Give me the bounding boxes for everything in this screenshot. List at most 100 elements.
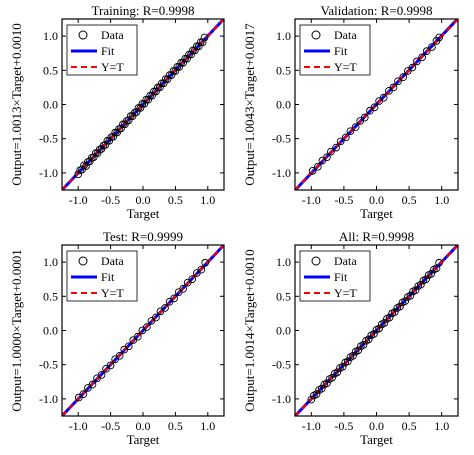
data-point [192, 42, 201, 51]
x-tick-label: 1.0 [200, 419, 215, 433]
data-point [390, 308, 399, 316]
y-tick-label: 1.0 [276, 29, 291, 43]
data-point [167, 71, 176, 79]
y-tick-label: -0.5 [39, 358, 58, 372]
data-point [197, 265, 206, 274]
x-axis-label: Target [360, 206, 393, 221]
data-point [140, 99, 149, 108]
y-tick-label: 0.0 [43, 98, 58, 112]
data-point [133, 332, 142, 341]
data-point [428, 43, 436, 51]
data-point [370, 103, 379, 112]
data-point [422, 275, 430, 284]
data-point [154, 83, 162, 92]
y-tick-label: 0.5 [276, 63, 291, 77]
y-tick-label: -1.0 [272, 392, 291, 406]
data-point [165, 71, 174, 79]
data-point [117, 124, 125, 133]
x-tick-label: 0.5 [402, 193, 417, 207]
data-point [333, 368, 342, 377]
data-point [370, 330, 378, 338]
y-tick-label: -0.5 [272, 132, 291, 146]
y-tick-label: 1.0 [43, 29, 58, 43]
x-tick-label: -0.5 [334, 419, 353, 433]
y-axis-label: Output=1.0013×Target+0.0010 [9, 23, 24, 185]
data-point [364, 335, 373, 344]
y-tick-label: 0.0 [43, 324, 58, 338]
data-point [136, 104, 145, 112]
x-tick-label: 0.0 [136, 193, 151, 207]
data-point [328, 373, 337, 382]
panel-2: Validation: R=0.9998 -1.0 -0.5 0.0 0.5 1.0 -1.… [242, 3, 459, 221]
legend-label-data: Data [101, 28, 124, 42]
data-point [435, 258, 443, 267]
chart-title: All: R=0.9998 [339, 229, 414, 244]
y-tick-label: 0.5 [276, 289, 291, 303]
legend-label-fit: Fit [101, 44, 115, 58]
data-point [152, 313, 160, 322]
data-point [406, 291, 415, 300]
data-point [338, 362, 347, 371]
data-point [188, 275, 197, 284]
legend-label-fit: Fit [334, 270, 348, 284]
legend-marker-data [311, 256, 321, 266]
legend-label-data: Data [334, 28, 357, 42]
data-point [88, 380, 97, 389]
legend-label-identity: Y=T [334, 286, 357, 300]
y-axis-label: Output=1.0014×Target+0.0010 [242, 249, 257, 411]
data-point [134, 104, 143, 112]
x-axis-label: Target [127, 206, 160, 221]
data-point [179, 284, 188, 293]
data-point [175, 63, 184, 71]
data-point [411, 286, 420, 294]
data-point [132, 108, 141, 116]
data-point [187, 50, 195, 59]
data-point [150, 87, 158, 96]
data-point [418, 53, 426, 62]
x-tick-label: 0.5 [168, 419, 183, 433]
data-point [143, 323, 151, 331]
data-point [194, 42, 203, 51]
legend: Data Fit Y=T [66, 250, 138, 302]
y-tick-label: -1.0 [272, 166, 291, 180]
y-tick-label: -1.0 [39, 392, 58, 406]
data-point [82, 162, 90, 170]
x-tick-label: 0.5 [402, 419, 417, 433]
legend-label-fit: Fit [334, 44, 348, 58]
x-tick-label: 1.0 [434, 193, 449, 207]
x-tick-label: -1.0 [69, 419, 88, 433]
data-point [189, 46, 197, 55]
x-tick-label: -0.5 [101, 193, 120, 207]
data-point [308, 166, 317, 175]
x-tick-label: 1.0 [200, 193, 215, 207]
y-tick-label: 0.0 [276, 324, 291, 338]
data-point [177, 58, 186, 67]
data-point [97, 371, 106, 379]
data-point [196, 38, 205, 47]
x-tick-label: 0.0 [369, 419, 384, 433]
legend: Data Fit Y=T [299, 250, 371, 302]
data-point [379, 93, 388, 102]
data-point [342, 133, 350, 142]
data-point [323, 379, 331, 388]
data-point [179, 58, 188, 67]
data-point [360, 113, 369, 122]
data-point [183, 54, 191, 63]
chart-title: Validation: R=0.9998 [320, 3, 432, 18]
data-point [161, 75, 170, 84]
data-point [200, 33, 209, 42]
data-point [170, 294, 178, 303]
data-point [142, 95, 151, 104]
data-point [416, 280, 425, 289]
legend-label-data: Data [334, 254, 357, 268]
y-tick-label: 0.5 [43, 289, 58, 303]
data-point [152, 87, 160, 96]
data-point [148, 91, 156, 100]
data-point [109, 132, 118, 141]
data-point [354, 346, 363, 355]
legend-label-identity: Y=T [101, 286, 124, 300]
data-point [159, 79, 168, 88]
y-tick-label: 1.0 [276, 255, 291, 269]
data-point [401, 297, 410, 305]
